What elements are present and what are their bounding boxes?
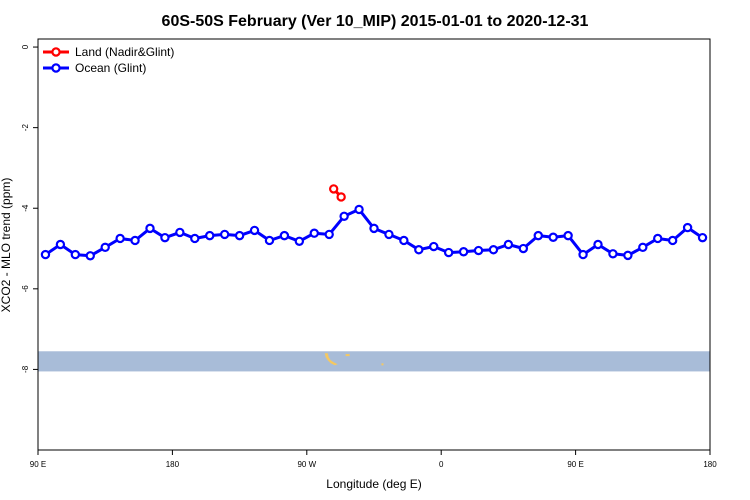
data-point [443,247,454,258]
data-point [175,227,185,238]
data-point [354,204,364,215]
data-point [160,232,170,243]
data-point [682,222,693,233]
ocean-strip [38,351,710,372]
data-point [205,230,215,241]
data-point [55,239,66,250]
legend-label: Land (Nadir&Glint) [75,45,174,59]
y-axis: 0 -2 -4 -6 -8 [21,44,38,373]
x-axis-label: Longitude (deg E) [326,477,421,491]
y-tick-label: -2 [21,124,30,132]
data-point [399,235,409,246]
data-point [473,245,484,256]
x-tick-label: 90 E [30,460,46,469]
land-patch [324,353,338,366]
x-tick-label: 180 [166,460,180,469]
data-point [190,233,200,244]
data-point [488,245,499,255]
y-tick-label: -8 [21,365,30,373]
data-point [309,228,319,238]
x-tick-label: 180 [703,460,717,469]
data-point [384,229,394,240]
data-point [85,251,95,261]
x-tick-label: 90 E [567,460,583,469]
data-point [503,239,514,250]
x-tick-label: 0 [439,460,444,469]
land-patch [381,363,384,366]
data-point [130,235,140,246]
data-point [429,241,439,252]
y-tick-label: -6 [21,285,30,293]
data-point [145,223,155,234]
data-point [100,242,110,253]
data-point [548,232,558,242]
y-tick-label: -4 [21,204,30,212]
chart-title: 60S-50S February (Ver 10_MIP) 2015-01-01… [162,13,589,30]
data-point [608,249,618,259]
y-tick-label: 0 [21,44,30,49]
land-patch [345,354,350,357]
legend-item: Land (Nadir&Glint) [43,45,174,59]
plot-frame [37,38,711,451]
data-point [324,229,334,240]
data-point [249,225,260,236]
data-point [369,223,379,234]
data-point [339,211,349,221]
x-tick-label: 90 W [297,460,316,469]
data-point [414,245,424,255]
data-point [653,233,663,244]
data-point [593,239,603,250]
data-point [294,236,305,246]
plot-area [38,184,710,372]
data-point [533,230,543,241]
data-point [638,242,648,253]
data-point [623,250,633,261]
data-point [667,235,678,246]
x-axis: 90 E 180 90 W 0 90 E 180 [30,450,717,469]
data-point [70,249,81,260]
data-point [458,247,469,257]
data-point [697,232,708,243]
y-axis-label: XCO2 - MLO trend (ppm) [0,178,13,313]
series-land [328,184,346,202]
data-point [578,249,588,260]
legend-swatch-marker [51,47,61,57]
legend-item: Ocean (Glint) [43,61,146,75]
data-point [336,192,346,202]
data-point [219,229,230,240]
legend-swatch-marker [51,63,61,73]
data-point [518,243,529,254]
data-point [234,230,245,241]
legend-label: Ocean (Glint) [75,61,146,75]
data-point [264,235,275,246]
data-point [563,230,573,241]
series-ocean [40,204,708,261]
data-point [40,249,51,260]
data-point [115,233,125,244]
data-point [328,184,339,194]
data-point [279,230,290,241]
legend: Land (Nadir&Glint) Ocean (Glint) [43,45,174,75]
